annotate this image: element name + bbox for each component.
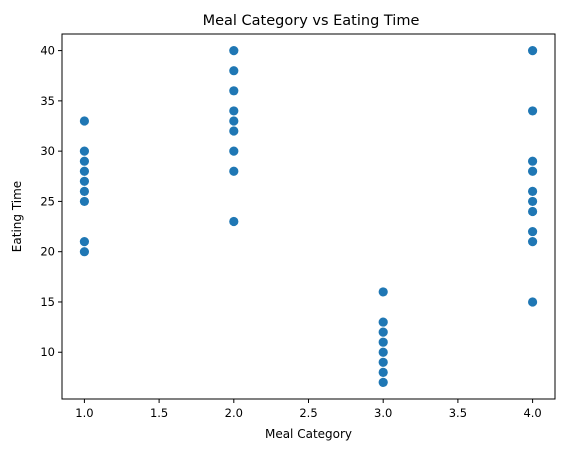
x-axis-label: Meal Category xyxy=(265,427,352,441)
y-tick-label: 30 xyxy=(40,144,55,158)
data-point xyxy=(229,86,239,96)
x-tick-label: 2.0 xyxy=(225,406,243,420)
data-point xyxy=(79,156,90,166)
data-point xyxy=(527,206,538,217)
y-axis-label: Eating Time xyxy=(10,181,24,252)
data-point xyxy=(79,196,90,207)
data-point xyxy=(378,367,388,377)
data-point xyxy=(79,237,90,247)
y-tick-label: 10 xyxy=(40,345,55,359)
data-point xyxy=(378,287,388,297)
data-point xyxy=(229,216,239,227)
x-tick-label: 4.0 xyxy=(523,406,541,420)
data-point xyxy=(527,186,538,196)
data-point xyxy=(527,166,538,176)
data-point xyxy=(79,116,90,126)
y-tick-label: 25 xyxy=(40,194,55,208)
data-point xyxy=(229,116,239,126)
data-point xyxy=(229,146,239,156)
x-tick-label: 3.5 xyxy=(449,406,467,420)
data-point xyxy=(229,66,239,76)
data-point xyxy=(79,186,90,196)
data-point xyxy=(527,297,538,307)
data-point xyxy=(527,237,538,247)
data-point xyxy=(378,317,388,327)
data-point xyxy=(79,247,90,257)
data-points xyxy=(79,45,538,388)
data-point xyxy=(79,166,90,176)
data-point xyxy=(378,337,388,347)
x-tick-label: 1.5 xyxy=(150,406,168,420)
x-tick-label: 3.0 xyxy=(374,406,392,420)
data-point xyxy=(229,45,239,56)
y-tick-label: 40 xyxy=(40,44,55,58)
plot-frame xyxy=(61,33,556,400)
data-point xyxy=(79,146,90,156)
x-tick-label: 1.0 xyxy=(75,406,93,420)
data-point xyxy=(527,106,538,116)
data-point xyxy=(378,327,388,337)
data-point xyxy=(378,357,388,367)
data-point xyxy=(229,106,239,116)
x-axis-ticks: 1.0 1.5 2.0 2.5 3.0 3.5 4.0 xyxy=(75,399,542,420)
y-tick-label: 35 xyxy=(40,94,55,108)
data-point xyxy=(378,377,388,388)
data-point xyxy=(527,226,538,237)
data-point xyxy=(378,347,388,357)
y-tick-label: 15 xyxy=(40,295,55,309)
data-point xyxy=(527,196,538,207)
data-point xyxy=(527,45,538,56)
data-point xyxy=(79,176,90,186)
chart-title: Meal Category vs Eating Time xyxy=(203,13,420,29)
data-point xyxy=(229,126,239,136)
x-tick-label: 2.5 xyxy=(299,406,317,420)
data-point xyxy=(527,156,538,166)
y-tick-label: 20 xyxy=(40,245,55,259)
data-point xyxy=(229,166,239,176)
y-axis-ticks: 10 15 20 25 30 35 40 xyxy=(40,44,62,359)
